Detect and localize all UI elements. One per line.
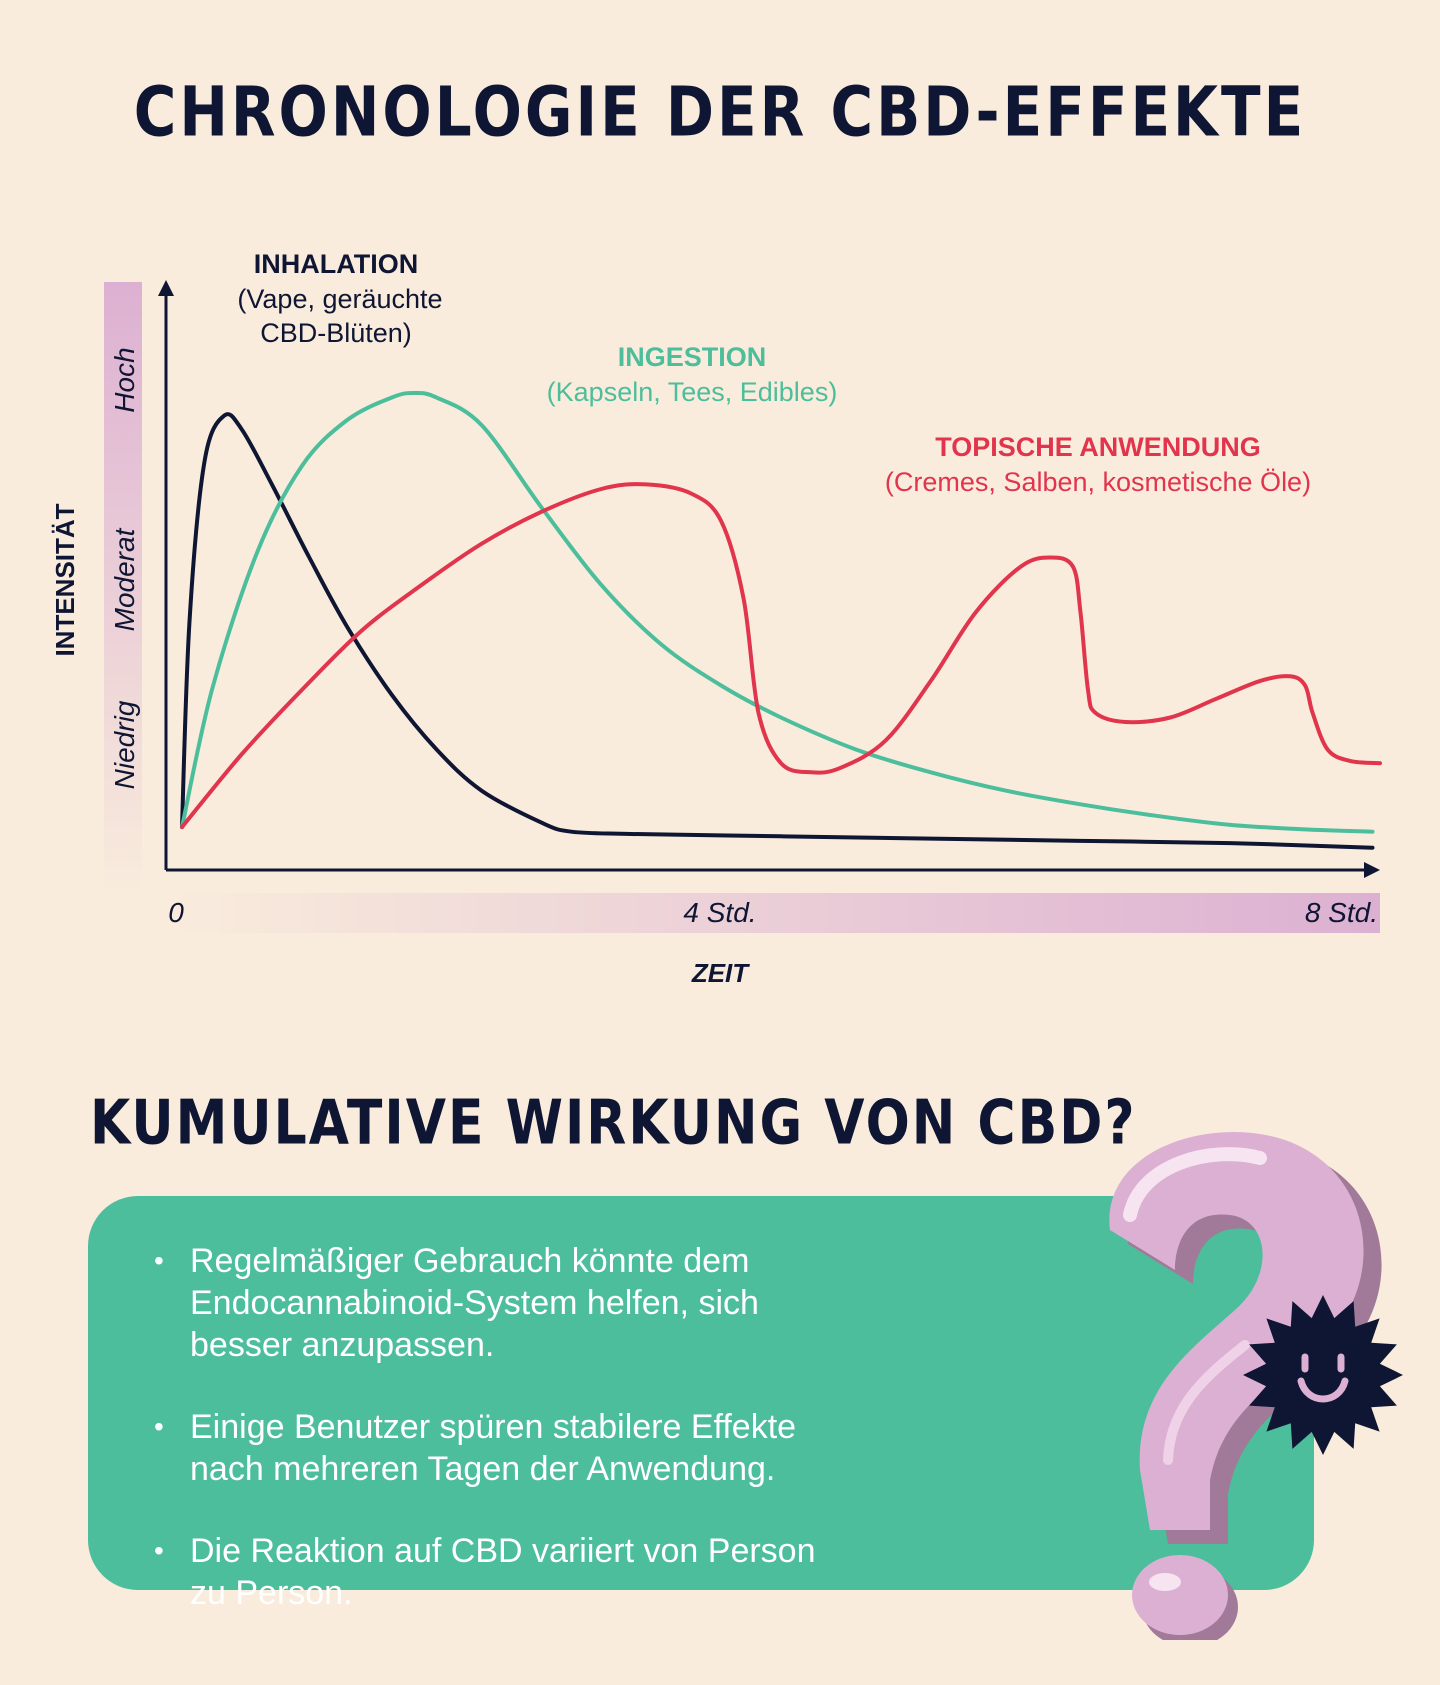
series-line-ingestion: [180, 390, 1375, 834]
y-axis-arrow: [158, 280, 174, 296]
bullet-item: Einige Benutzer spüren stabilere Effekte…: [154, 1406, 844, 1490]
x-tick-4: 4 Std.: [683, 897, 756, 928]
bullet-list: Regelmäßiger Gebrauch könnte dem Endocan…: [154, 1240, 844, 1614]
series-line-topisch: [180, 482, 1382, 830]
legend-inhalation-name: INHALATION: [254, 249, 418, 279]
smiley-sun-icon: [1243, 1295, 1403, 1455]
series-line-inhalation: [180, 412, 1375, 850]
x-tick-8: 8 Std.: [1305, 897, 1378, 928]
y-level-niedrig: Niedrig: [109, 700, 140, 789]
section-title: KUMULATIVE WIRKUNG VON CBD?: [90, 1088, 1137, 1159]
info-card: Regelmäßiger Gebrauch könnte dem Endocan…: [88, 1196, 1314, 1612]
page-title: CHRONOLOGIE DER CBD-EFFEKTE: [133, 72, 1307, 153]
intensity-gradient-bar: [104, 282, 142, 896]
legend-inhalation-sub-2: CBD-Blüten): [260, 318, 412, 348]
legend-ingestion-sub: (Kapseln, Tees, Edibles): [547, 377, 838, 407]
x-tick-0: 0: [168, 897, 184, 928]
bullet-item: Die Reaktion auf CBD variiert von Person…: [154, 1530, 844, 1614]
legend-topisch-name: TOPISCHE ANWENDUNG: [935, 432, 1261, 462]
x-axis-arrow: [1364, 862, 1380, 878]
legend-inhalation-sub-1: (Vape, geräuchte: [237, 284, 442, 314]
y-level-hoch: Hoch: [109, 347, 140, 412]
y-level-moderat: Moderat: [109, 527, 140, 631]
y-axis-label: INTENSITÄT: [50, 503, 80, 656]
intensity-time-chart: INTENSITÄT Niedrig Moderat Hoch 0 4 Std.…: [50, 249, 1382, 988]
legend-ingestion-name: INGESTION: [618, 342, 767, 372]
time-gradient-bar: [166, 893, 1380, 933]
question-mark-icon: [1109, 1132, 1403, 1640]
bullet-item: Regelmäßiger Gebrauch könnte dem Endocan…: [154, 1240, 844, 1366]
legend-topisch-sub: (Cremes, Salben, kosmetische Öle): [885, 467, 1311, 497]
x-axis-label: ZEIT: [691, 958, 750, 988]
